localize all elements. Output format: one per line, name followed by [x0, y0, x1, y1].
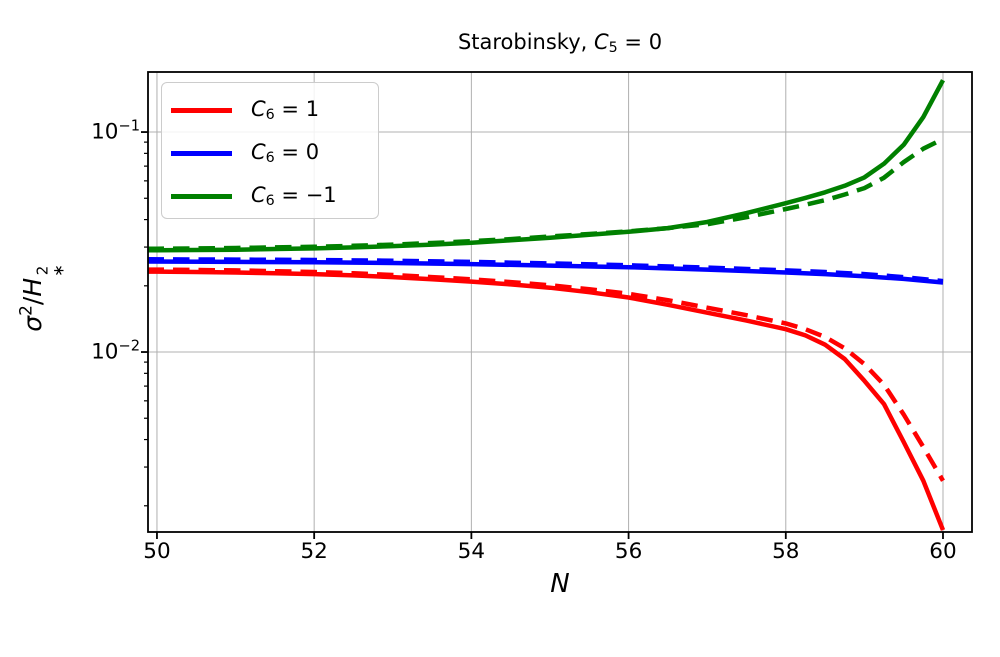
- y-axis-label: σ2/H 2 ∗: [16, 264, 68, 332]
- legend: C6 = 1 C6 = 0 C6 = −1: [161, 82, 379, 219]
- series-c6=-1-dashed: [148, 136, 944, 251]
- x-tick-label: 58: [772, 539, 800, 564]
- legend-line-swatch: [171, 108, 232, 113]
- legend-entry: C6 = −1: [171, 175, 378, 218]
- chart-title: Starobinsky, C5 = 0: [457, 30, 663, 57]
- series-c6=0-dashed: [148, 257, 944, 284]
- series-c6=1-solid: [148, 269, 946, 531]
- axes-spines: [147, 71, 973, 533]
- x-tick-label: 52: [300, 539, 328, 564]
- legend-line-swatch: [171, 151, 232, 156]
- x-tick-label: 54: [457, 539, 486, 564]
- legend-entry: C6 = 1: [171, 89, 378, 132]
- tick-marks: [141, 131, 944, 539]
- x-axis-label: N: [550, 569, 570, 599]
- series-curves: [148, 79, 946, 531]
- y-tick-label: 10−2: [91, 337, 140, 365]
- legend-label: C6 = 0: [251, 140, 320, 167]
- x-tick-label: 56: [614, 539, 643, 564]
- legend-label: C6 = 1: [251, 97, 320, 124]
- y-tick-label: 10−1: [91, 117, 140, 145]
- series-c6=1-dashed: [148, 267, 945, 482]
- x-tick-label: 50: [143, 539, 171, 564]
- x-tick-label: 60: [929, 539, 957, 564]
- legend-entry: C6 = 0: [171, 132, 378, 175]
- legend-label: C6 = −1: [251, 183, 337, 210]
- legend-line-swatch: [171, 194, 232, 199]
